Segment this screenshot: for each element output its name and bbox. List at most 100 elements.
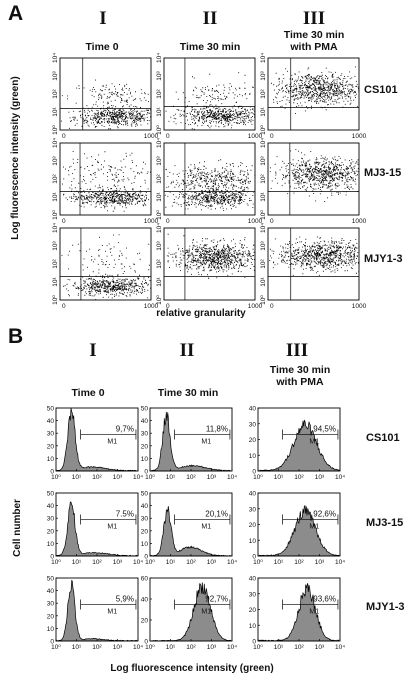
y-tick-label: 10⁰ [52, 210, 59, 220]
y-tick-label: 10³ [52, 155, 59, 165]
y-tick-label: 40 [47, 588, 55, 595]
y-tick-label: 10² [52, 173, 59, 183]
x-tick-label: 10³ [113, 474, 123, 481]
y-tick-label: 10¹ [260, 106, 267, 116]
panel-a-col-title-3a: Time 30 min [284, 29, 345, 41]
y-tick-label: 10⁴ [156, 53, 163, 63]
x-tick-label: 1000 [248, 303, 263, 310]
histogram-area [258, 583, 340, 642]
y-tick-label: 30 [249, 506, 257, 513]
y-tick-label: 40 [249, 406, 257, 413]
x-tick-label: 10³ [113, 644, 123, 651]
y-tick-label: 50 [141, 491, 149, 498]
x-tick-label: 10¹ [274, 474, 284, 481]
scatter-cell-mjy1-3-i: 0 1000 10⁰ 10¹ 10² 10³ 10⁴ [52, 223, 159, 310]
m1-percent-label: 92,6% [313, 509, 336, 518]
y-tick-label: 30 [249, 591, 257, 598]
x-tick-label: 10² [92, 559, 102, 566]
y-tick-label: 10³ [260, 155, 267, 165]
x-tick-label: 1000 [248, 218, 263, 225]
m1-gate-label: M1 [107, 608, 117, 615]
panel-a-col-title-3b: with PMA [289, 41, 338, 53]
x-tick-label: 10⁰ [253, 474, 263, 481]
histogram-area [258, 419, 340, 472]
x-tick-label: 0 [62, 303, 66, 310]
m1-percent-label: 92,7% [205, 594, 228, 603]
y-tick-label: 10⁰ [260, 210, 267, 220]
m1-gate-label: M1 [309, 608, 319, 615]
x-tick-label: 10¹ [166, 559, 176, 566]
panel-b-x-axis-label: Log fluorescence intensity (green) [110, 663, 273, 674]
histogram-cell-mjy1-3-iii: 93,6% M1 0 10 20 30 40 10⁰ 10¹ 10² 10³ 10⁴ [249, 576, 345, 652]
scatter-cell-mjy1-3-iii: 0 1000 10⁰ 10¹ 10² 10³ 10⁴ [260, 223, 367, 310]
y-tick-label: 10¹ [52, 191, 59, 201]
m1-percent-label: 7.5% [116, 509, 134, 518]
y-tick-label: 30 [47, 601, 55, 608]
m1-percent-label: 20,1% [205, 509, 228, 518]
y-tick-label: 10 [47, 456, 55, 463]
y-tick-label: 0 [252, 639, 256, 646]
panel-a-y-axis-label: Log fluorescence intensity (green) [10, 76, 21, 239]
y-tick-label: 10³ [156, 240, 163, 250]
y-tick-label: 10⁰ [52, 125, 59, 135]
y-tick-label: 10² [156, 173, 163, 183]
x-tick-label: 10⁴ [227, 559, 237, 566]
panel-b-row-label-3: MJY1-3 [366, 601, 405, 613]
x-tick-label: 10⁰ [145, 474, 155, 481]
scatter-points [61, 79, 152, 130]
scatter-points [269, 236, 360, 276]
x-tick-label: 10⁴ [335, 474, 345, 481]
y-tick-label: 20 [141, 618, 149, 625]
y-tick-label: 10¹ [156, 276, 163, 286]
scatter-points [62, 151, 151, 212]
panel-b-col-title-3b: with PMA [275, 376, 324, 388]
x-tick-label: 0 [270, 303, 274, 310]
scatter-cell-mj3-15-i: 0 1000 10⁰ 10¹ 10² 10³ 10⁴ [52, 138, 159, 225]
x-tick-label: 10⁴ [227, 474, 237, 481]
histogram-cell-mj3-15-ii: 20,1% M1 0 10 20 30 40 50 10⁰ 10¹ 10² 10³ 10⁴ [141, 491, 237, 567]
panel-b-col-title-2: Time 30 min [158, 387, 219, 399]
m1-percent-label: 11,8% [206, 424, 228, 433]
y-tick-label: 0 [144, 469, 148, 476]
y-tick-label: 10 [47, 626, 55, 633]
m1-gate-label: M1 [201, 438, 211, 445]
plot-frame [59, 142, 152, 216]
m1-gate-label: M1 [201, 523, 211, 530]
x-tick-label: 10² [186, 559, 196, 566]
y-tick-label: 10⁰ [260, 125, 267, 135]
y-tick-label: 30 [141, 431, 149, 438]
panel-a-col-title-2: Time 30 min [180, 41, 241, 53]
plot-frame [163, 142, 256, 216]
y-tick-label: 10⁰ [52, 295, 59, 305]
x-tick-label: 10³ [207, 474, 217, 481]
y-tick-label: 0 [50, 639, 54, 646]
panel-b-col-title-1: Time 0 [71, 387, 104, 399]
y-tick-label: 10¹ [156, 106, 163, 116]
x-tick-label: 1000 [352, 218, 367, 225]
x-tick-label: 10² [186, 644, 196, 651]
scatter-points [269, 149, 359, 202]
x-tick-label: 10⁰ [145, 559, 155, 566]
y-tick-label: 50 [47, 576, 55, 583]
scatter-cell-mjy1-3-ii: 0 1000 10⁰ 10¹ 10² 10³ 10⁴ [156, 223, 263, 310]
y-tick-label: 30 [47, 431, 55, 438]
y-tick-label: 10⁰ [156, 125, 163, 135]
y-tick-label: 10³ [156, 155, 163, 165]
y-tick-label: 0 [144, 639, 148, 646]
y-tick-label: 50 [47, 491, 55, 498]
scatter-cell-cs101-iii: 0 1000 10⁰ 10¹ 10² 10³ 10⁴ [260, 53, 367, 140]
scatter-points [166, 233, 255, 279]
x-tick-label: 0 [270, 218, 274, 225]
m1-gate-label: M1 [107, 438, 117, 445]
y-tick-label: 50 [141, 406, 149, 413]
y-tick-label: 10² [156, 258, 163, 268]
y-tick-label: 10¹ [52, 106, 59, 116]
histogram-area [56, 501, 138, 557]
x-tick-label: 10¹ [166, 644, 176, 651]
y-tick-label: 10⁴ [156, 138, 163, 148]
y-tick-label: 10⁴ [260, 223, 267, 233]
m1-percent-label: 93,6% [313, 594, 336, 603]
y-tick-label: 20 [249, 437, 257, 444]
x-tick-label: 10¹ [274, 644, 284, 651]
